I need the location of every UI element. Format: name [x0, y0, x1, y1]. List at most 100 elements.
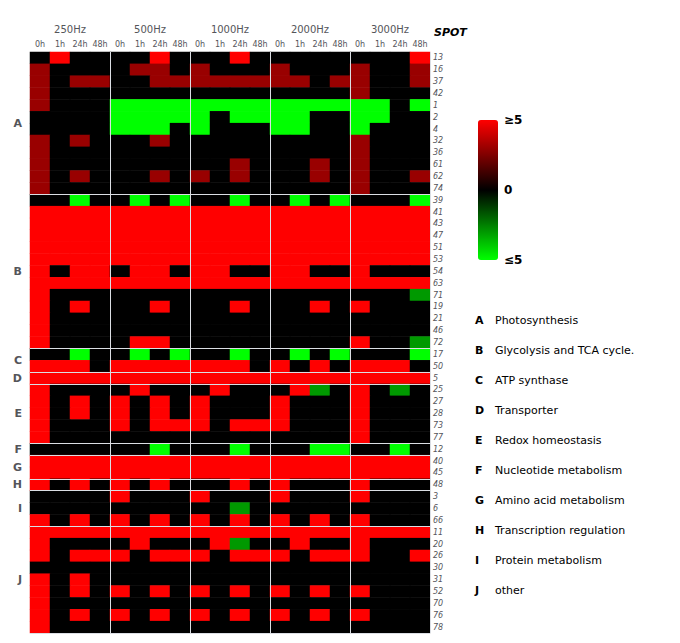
svg-text:500Hz: 500Hz — [134, 24, 166, 35]
svg-text:24h: 24h — [152, 40, 167, 49]
svg-text:53: 53 — [433, 255, 443, 264]
svg-text:G: G — [13, 461, 22, 474]
svg-text:70: 70 — [433, 599, 443, 608]
svg-text:B: B — [475, 344, 483, 357]
svg-text:Amino acid metabolism: Amino acid metabolism — [495, 494, 625, 507]
svg-text:0h: 0h — [115, 40, 125, 49]
svg-text:6: 6 — [433, 504, 438, 513]
svg-text:H: H — [13, 478, 22, 491]
svg-text:Nucleotide metabolism: Nucleotide metabolism — [495, 464, 622, 477]
svg-text:0: 0 — [504, 183, 512, 197]
svg-text:0h: 0h — [35, 40, 45, 49]
svg-text:50: 50 — [433, 362, 443, 371]
svg-text:76: 76 — [433, 611, 443, 620]
svg-text:1h: 1h — [375, 40, 385, 49]
svg-text:D: D — [475, 404, 484, 417]
svg-text:19: 19 — [433, 302, 443, 311]
svg-text:13: 13 — [433, 53, 443, 62]
svg-text:77: 77 — [433, 433, 444, 442]
svg-text:250Hz: 250Hz — [54, 24, 86, 35]
svg-text:H: H — [475, 524, 484, 537]
svg-text:Transporter: Transporter — [494, 404, 558, 417]
svg-text:47: 47 — [433, 231, 444, 240]
svg-text:J: J — [474, 584, 479, 597]
svg-text:20: 20 — [433, 540, 443, 549]
svg-text:5: 5 — [433, 374, 438, 383]
svg-text:1h: 1h — [135, 40, 145, 49]
svg-text:I: I — [18, 502, 22, 515]
svg-text:1: 1 — [433, 101, 438, 110]
svg-text:48h: 48h — [412, 40, 427, 49]
svg-text:74: 74 — [433, 184, 443, 193]
svg-text:Photosynthesis: Photosynthesis — [495, 314, 578, 327]
svg-text:1000Hz: 1000Hz — [211, 24, 249, 35]
svg-text:28: 28 — [433, 409, 443, 418]
svg-text:E: E — [14, 407, 22, 420]
svg-text:51: 51 — [433, 243, 443, 252]
svg-text:30: 30 — [433, 563, 443, 572]
svg-text:E: E — [475, 434, 483, 447]
svg-text:0h: 0h — [275, 40, 285, 49]
svg-text:D: D — [13, 372, 22, 385]
svg-text:Protein metabolism: Protein metabolism — [495, 554, 602, 567]
svg-text:1h: 1h — [295, 40, 305, 49]
svg-text:66: 66 — [433, 516, 443, 525]
svg-text:C: C — [475, 374, 483, 387]
svg-text:1h: 1h — [215, 40, 225, 49]
svg-text:71: 71 — [433, 291, 443, 300]
svg-text:≤5: ≤5 — [504, 253, 522, 267]
svg-text:SPOT: SPOT — [434, 26, 468, 39]
svg-text:11: 11 — [433, 528, 443, 537]
svg-text:I: I — [475, 554, 479, 567]
svg-text:17: 17 — [433, 350, 444, 359]
svg-text:F: F — [14, 443, 22, 456]
svg-text:12: 12 — [433, 445, 443, 454]
svg-text:54: 54 — [433, 267, 443, 276]
svg-text:36: 36 — [433, 148, 443, 157]
svg-text:2000Hz: 2000Hz — [291, 24, 329, 35]
svg-text:2: 2 — [433, 113, 438, 122]
svg-text:32: 32 — [433, 136, 443, 145]
svg-text:J: J — [17, 573, 22, 586]
svg-text:24h: 24h — [312, 40, 327, 49]
svg-text:4: 4 — [433, 125, 438, 134]
svg-text:27: 27 — [433, 397, 444, 406]
svg-text:1h: 1h — [55, 40, 65, 49]
svg-text:A: A — [13, 117, 22, 130]
svg-text:40: 40 — [433, 457, 443, 466]
svg-text:48h: 48h — [92, 40, 107, 49]
svg-text:ATP synthase: ATP synthase — [495, 374, 568, 387]
svg-text:Redox homeostasis: Redox homeostasis — [495, 434, 602, 447]
svg-text:48: 48 — [433, 480, 443, 489]
svg-text:62: 62 — [433, 172, 443, 181]
svg-text:21: 21 — [433, 314, 443, 323]
svg-text:B: B — [14, 265, 22, 278]
svg-text:46: 46 — [433, 326, 443, 335]
svg-text:24h: 24h — [72, 40, 87, 49]
svg-text:48h: 48h — [332, 40, 347, 49]
svg-text:41: 41 — [433, 208, 443, 217]
svg-text:F: F — [475, 464, 483, 477]
svg-text:48h: 48h — [172, 40, 187, 49]
svg-text:G: G — [475, 494, 484, 507]
svg-text:31: 31 — [433, 575, 443, 584]
svg-text:3000Hz: 3000Hz — [371, 24, 409, 35]
svg-text:Transcription regulation: Transcription regulation — [494, 524, 625, 537]
svg-text:52: 52 — [433, 587, 443, 596]
svg-text:3: 3 — [433, 492, 438, 501]
svg-text:39: 39 — [433, 196, 443, 205]
svg-text:26: 26 — [433, 551, 443, 560]
svg-text:0h: 0h — [195, 40, 205, 49]
svg-text:72: 72 — [433, 338, 443, 347]
svg-text:63: 63 — [433, 279, 443, 288]
svg-text:43: 43 — [433, 219, 443, 228]
svg-text:≥5: ≥5 — [504, 113, 522, 127]
svg-text:48h: 48h — [252, 40, 267, 49]
svg-text:61: 61 — [433, 160, 443, 169]
svg-text:78: 78 — [433, 623, 443, 632]
svg-text:C: C — [14, 354, 22, 367]
svg-text:0h: 0h — [355, 40, 365, 49]
svg-text:37: 37 — [433, 77, 444, 86]
svg-text:other: other — [495, 584, 525, 597]
svg-text:16: 16 — [433, 65, 443, 74]
